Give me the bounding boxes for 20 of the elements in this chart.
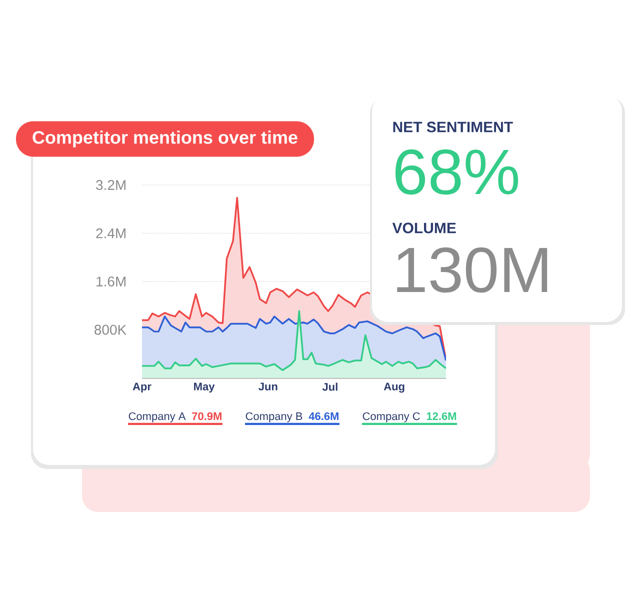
y-tick-label: 2.4M bbox=[96, 228, 126, 238]
x-tick-label: Apr bbox=[132, 382, 152, 393]
annotation: 130M bbox=[397, 247, 548, 293]
x-tick-label: Jul bbox=[322, 382, 338, 391]
legend-label: Company A bbox=[128, 412, 186, 422]
y-tick-label: 800K bbox=[94, 324, 126, 335]
y-tick-label: 3.2M bbox=[96, 180, 126, 190]
x-tick-label: Aug bbox=[384, 382, 404, 393]
text: 12.6M bbox=[426, 412, 456, 420]
y-tick-label: 1.6M bbox=[96, 276, 126, 286]
x-tick-label: Jun bbox=[258, 382, 278, 390]
text: 46.6M bbox=[308, 412, 338, 420]
annotation: VOLUME bbox=[392, 222, 456, 234]
text: NET SENTIMENT bbox=[393, 122, 513, 132]
legend-label: Company B bbox=[246, 412, 302, 422]
annotation: 68% bbox=[396, 149, 518, 195]
legend-label: Company C bbox=[362, 412, 420, 422]
chart-title: Competitor mentions over time bbox=[32, 130, 298, 148]
x-tick-label: May bbox=[194, 382, 215, 393]
text: 70.9M bbox=[192, 412, 222, 420]
